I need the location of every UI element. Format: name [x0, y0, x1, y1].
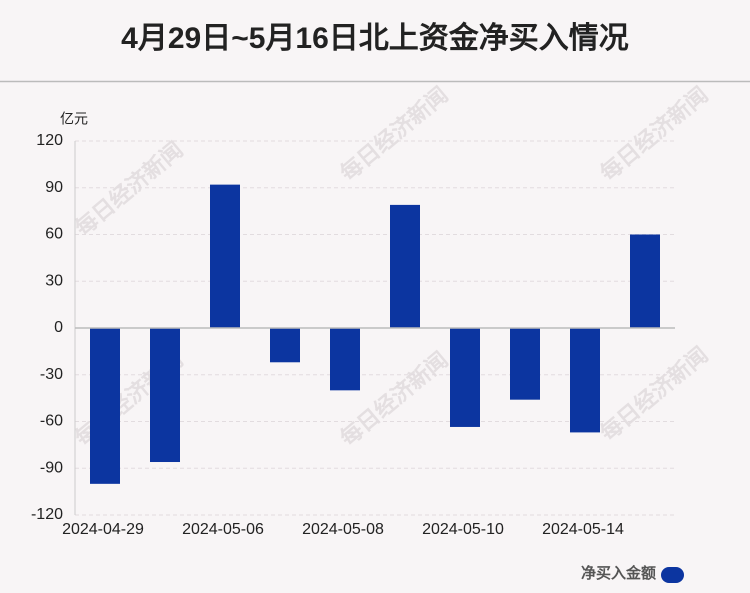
y-unit: 亿元 [60, 111, 88, 127]
bar [90, 328, 120, 484]
chart-title: 4月29日~5月16日北上资金净买入情况 [121, 21, 629, 55]
bar [390, 204, 420, 328]
x-tick-label: 2024-05-06 [182, 521, 264, 538]
bar [270, 328, 300, 363]
y-tick-label: 120 [36, 132, 63, 149]
bar [150, 328, 180, 463]
x-tick-label: 2024-05-08 [302, 521, 384, 538]
y-tick-label: -60 [40, 413, 63, 430]
legend-swatch [661, 567, 684, 583]
y-tick-label: 60 [45, 226, 63, 243]
y-tick-label: 0 [54, 319, 63, 336]
bar [210, 184, 240, 328]
y-tick-label: -90 [40, 459, 63, 476]
x-tick-label: 2024-05-14 [542, 521, 624, 538]
y-tick-label: 90 [45, 179, 63, 196]
bar [510, 328, 540, 400]
x-tick-label: 2024-05-10 [422, 521, 504, 538]
y-tick-label: 30 [45, 272, 63, 289]
bar [570, 328, 600, 433]
bar [330, 328, 360, 391]
x-tick-label: 2024-04-29 [62, 521, 144, 538]
bar [450, 328, 480, 427]
y-tick-label: -30 [40, 366, 63, 383]
legend-label: 净买入金额 [581, 564, 656, 582]
y-tick-label: -120 [31, 506, 63, 523]
bar [630, 234, 660, 328]
